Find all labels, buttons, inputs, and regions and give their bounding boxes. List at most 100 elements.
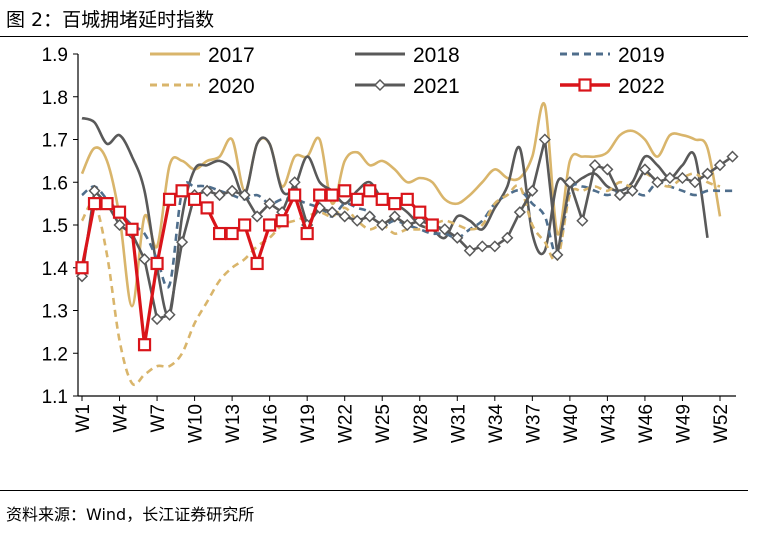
data-point-2021	[476, 240, 489, 253]
data-point-2021	[326, 206, 339, 219]
source-note: 资料来源：Wind，长江证券研究所	[6, 505, 255, 524]
data-point-2022	[388, 197, 402, 211]
legend-item-2019: 2019	[560, 44, 665, 67]
x-tick-label: W40	[561, 404, 582, 443]
legend-item-2020: 2020	[150, 75, 255, 98]
data-point-2022	[413, 205, 427, 219]
data-point-2021	[638, 163, 651, 176]
legend: 2017 2018 2019 2020 2021 2022	[150, 44, 665, 98]
data-point-2021	[226, 184, 239, 197]
data-point-2022	[162, 192, 177, 206]
legend-marker	[373, 78, 387, 92]
data-point-2021	[238, 189, 251, 202]
y-tick-label: 1.8	[42, 88, 68, 109]
title-divider	[0, 36, 748, 37]
series-2017	[80, 101, 722, 308]
legend-marker	[578, 78, 592, 92]
x-tick-label: W25	[373, 404, 394, 443]
data-point-2022	[300, 226, 314, 241]
legend-label: 2021	[413, 75, 460, 98]
y-tick-label: 1.5	[42, 216, 68, 237]
data-point-2021	[726, 150, 739, 163]
data-point-2021	[388, 210, 401, 223]
y-tick-label: 1.9	[42, 45, 68, 66]
x-tick-label: W10	[186, 404, 207, 443]
data-point-2021	[688, 176, 702, 189]
data-point-2022	[350, 192, 364, 206]
data-point-2021	[701, 167, 714, 180]
source-divider	[0, 490, 748, 491]
data-point-2022	[425, 218, 439, 232]
data-point-2022	[150, 256, 164, 271]
data-point-2021	[451, 231, 464, 244]
data-point-2022	[238, 218, 252, 232]
data-point-2021	[338, 210, 351, 223]
data-point-2021	[113, 218, 126, 232]
data-point-2021	[626, 184, 639, 197]
series-line-2019	[81, 180, 733, 289]
legend-label: 2018	[413, 44, 460, 67]
data-point-2022	[250, 256, 264, 271]
data-point-2022	[325, 188, 339, 202]
series-2020	[80, 172, 721, 386]
y-tick-label: 1.4	[42, 259, 69, 280]
x-tick-label: W34	[486, 404, 507, 444]
data-point-2022	[400, 192, 414, 206]
data-point-2021	[563, 176, 576, 189]
y-tick-label: 1.3	[42, 302, 68, 323]
data-point-2022	[175, 184, 189, 198]
data-point-2021	[463, 244, 476, 257]
data-point-2022	[375, 192, 389, 206]
data-point-2021	[538, 133, 551, 146]
data-point-2021	[176, 236, 189, 249]
series-line-2017	[80, 101, 722, 308]
data-point-2022	[200, 201, 214, 215]
x-tick-label: W28	[411, 404, 432, 443]
x-tick-label: W4	[111, 404, 132, 433]
series-2019	[81, 180, 733, 289]
data-point-2021	[488, 240, 501, 253]
x-tick-label: W46	[636, 404, 657, 443]
x-tick-label: W37	[523, 404, 544, 443]
y-tick-label: 1.6	[42, 173, 68, 194]
data-point-2021	[363, 210, 376, 223]
chart-canvas: 1.1 1.2 1.3 1.4 1.5 1.6 1.7 1.8 1.9 W1 W4 W7 W10 W13 W…	[42, 44, 739, 443]
axes-group: 1.1 1.2 1.3 1.4 1.5 1.6 1.7 1.8 1.9 W1 W4 W7 W10 W13 W…	[42, 45, 736, 443]
data-point-2021	[163, 308, 176, 321]
data-point-2021	[213, 189, 226, 202]
data-point-2021	[138, 253, 151, 266]
data-point-2022	[225, 226, 239, 241]
x-tick-label: W19	[298, 404, 319, 443]
data-point-2021	[651, 176, 664, 189]
data-point-2022	[213, 226, 227, 241]
legend-item-2018: 2018	[355, 44, 460, 67]
x-tick-label: W13	[223, 404, 244, 443]
data-point-2021	[401, 218, 414, 232]
data-point-2021	[263, 197, 276, 210]
y-tick-label: 1.1	[42, 387, 68, 408]
data-point-2021	[613, 189, 626, 202]
x-tick-label: W16	[261, 404, 282, 443]
data-point-2021	[551, 248, 564, 261]
x-tick-label: W22	[336, 404, 357, 443]
data-point-2022	[187, 192, 202, 206]
data-point-2022	[313, 188, 327, 202]
data-point-2021	[588, 159, 601, 172]
legend-label: 2017	[208, 44, 255, 67]
x-tick-label: W49	[673, 404, 694, 443]
x-tick-label: W31	[448, 404, 469, 443]
x-tick-label: W7	[148, 404, 169, 433]
x-tick-label: W43	[598, 404, 619, 443]
data-point-2022	[363, 184, 377, 198]
data-point-2021	[663, 171, 677, 185]
legend-item-2021: 2021	[355, 75, 460, 98]
data-point-2022	[87, 197, 102, 211]
y-tick-label: 1.2	[42, 344, 68, 365]
series-line-2020	[80, 172, 721, 386]
figure-title: 图 2：百城拥堵延时指数	[6, 9, 215, 31]
data-point-2021	[351, 214, 364, 227]
data-point-2021	[676, 171, 689, 185]
data-point-2022	[112, 205, 127, 219]
data-point-2021	[201, 184, 214, 197]
legend-label: 2022	[618, 75, 665, 98]
